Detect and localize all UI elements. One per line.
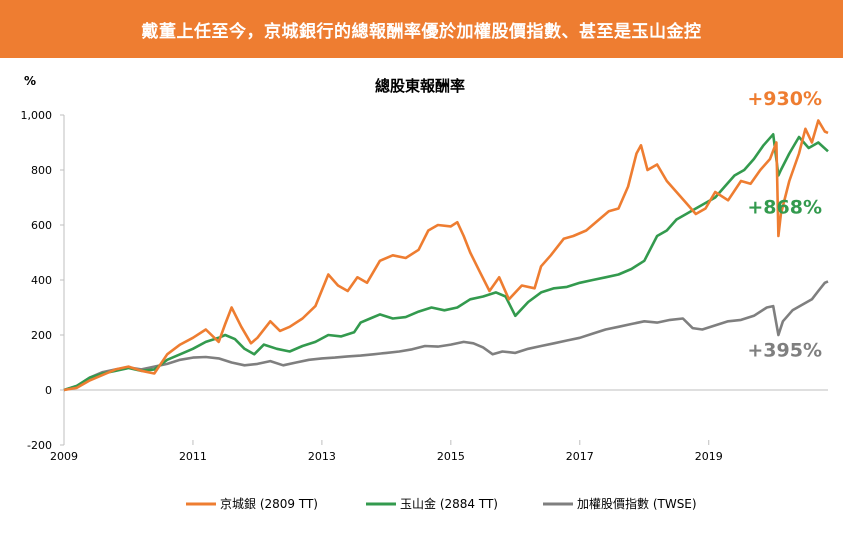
series-lines — [63, 119, 829, 392]
x-tick-label: 2013 — [308, 450, 336, 463]
banner-title: 戴董上任至今，京城銀行的總報酬率優於加權股價指數、甚至是玉山金控 — [141, 21, 702, 42]
legend-label: 京城銀 (2809 TT) — [220, 497, 318, 511]
y-tick-label: 800 — [31, 164, 52, 177]
end-label-2: +395% — [747, 339, 822, 361]
y-tick-label: -200 — [27, 439, 52, 452]
x-tick-label: 2019 — [695, 450, 723, 463]
y-tick-label: 600 — [31, 219, 52, 232]
legend-item: 玉山金 (2884 TT) — [366, 496, 498, 511]
x-tick-label: 2017 — [566, 450, 594, 463]
end-label-1: +868% — [747, 196, 822, 218]
legend-label: 加權股價指數 (TWSE) — [577, 496, 697, 511]
tsr-line-chart: 總股東報酬率 % -200 0 200 400 600 800 1,000 2009 2011 2… — [21, 74, 829, 511]
legend: 京城銀 (2809 TT) 玉山金 (2884 TT) 加權股價指數 (TWSE) — [186, 496, 697, 511]
y-tick-label: 400 — [31, 274, 52, 287]
axes: -200 0 200 400 600 800 1,000 2009 2011 2013 2015 20… — [21, 109, 828, 463]
legend-item: 京城銀 (2809 TT) — [186, 497, 318, 511]
series-line-1 — [63, 133, 829, 392]
end-label-0: +930% — [747, 88, 822, 110]
series-line-0 — [63, 119, 829, 392]
y-tick-label: 0 — [45, 384, 52, 397]
x-tick-label: 2011 — [179, 450, 207, 463]
legend-item: 加權股價指數 (TWSE) — [543, 496, 697, 511]
series-line-2 — [63, 280, 829, 392]
y-tick-label: 1,000 — [21, 109, 53, 122]
y-axis-unit-label: % — [24, 74, 36, 88]
y-tick-label: 200 — [31, 329, 52, 342]
x-tick-label: 2009 — [50, 450, 78, 463]
end-labels: +930% +868% +395% — [747, 88, 822, 362]
legend-label: 玉山金 (2884 TT) — [400, 496, 498, 511]
x-tick-label: 2015 — [437, 450, 465, 463]
title-banner: 戴董上任至今，京城銀行的總報酬率優於加權股價指數、甚至是玉山金控 — [0, 0, 843, 58]
chart-title: 總股東報酬率 — [375, 77, 465, 95]
chart-area: 總股東報酬率 % -200 0 200 400 600 800 1,000 2009 2011 2… — [0, 58, 843, 532]
